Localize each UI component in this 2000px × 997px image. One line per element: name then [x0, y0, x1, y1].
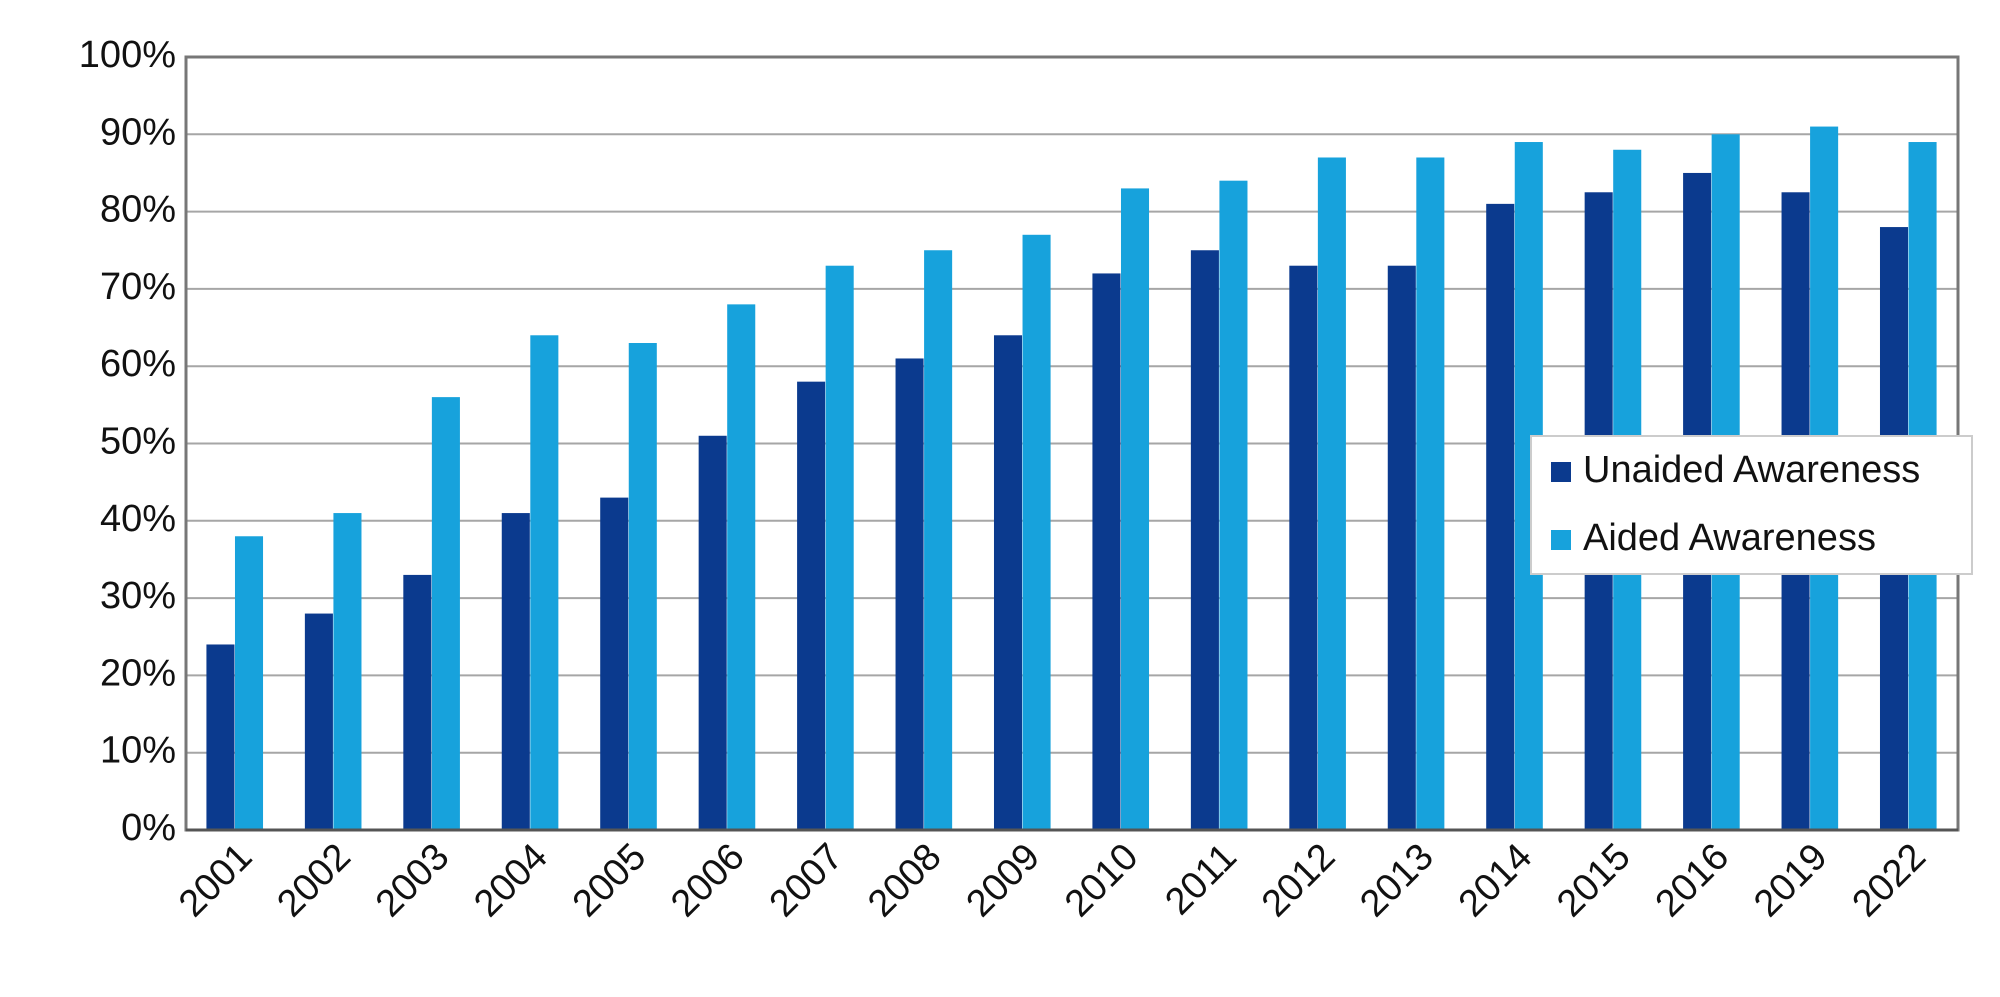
y-tick-label: 20% [100, 652, 176, 694]
bar [698, 435, 727, 830]
x-tick-label: 2002 [269, 836, 358, 925]
y-tick-label: 100% [79, 34, 176, 76]
x-tick-label: 2006 [663, 836, 752, 925]
y-tick-label: 40% [100, 498, 176, 540]
bar [1486, 203, 1515, 830]
bar [431, 397, 460, 830]
bar [727, 304, 756, 830]
bar [1219, 180, 1248, 830]
bar [1190, 250, 1219, 830]
bar [333, 513, 362, 830]
x-tick-label: 2013 [1352, 836, 1441, 925]
x-tick-label: 2003 [368, 836, 457, 925]
bar [628, 343, 657, 830]
y-tick-label: 50% [100, 421, 176, 463]
y-tick-label: 80% [100, 189, 176, 231]
x-tick-label: 2022 [1845, 836, 1934, 925]
x-tick-label: 2019 [1746, 836, 1835, 925]
bar [234, 536, 264, 830]
x-tick-label: 2005 [565, 836, 654, 925]
x-tick-label: 2010 [1057, 836, 1146, 925]
bar [1416, 157, 1445, 831]
y-tick-label: 70% [100, 266, 176, 308]
bar [206, 644, 235, 830]
bar [1289, 265, 1318, 831]
y-tick-label: 90% [100, 111, 176, 153]
legend-label: Aided Awareness [1583, 517, 1876, 559]
legend-swatch [1551, 530, 1571, 550]
x-tick-label: 2012 [1254, 836, 1343, 925]
bar [825, 265, 854, 831]
bar [403, 574, 432, 830]
x-tick-label: 2014 [1451, 836, 1540, 925]
bar [797, 381, 826, 830]
bar [600, 497, 629, 830]
x-tick-label: 2016 [1648, 836, 1737, 925]
bar [993, 335, 1023, 830]
legend-label: Unaided Awareness [1583, 449, 1920, 491]
bar [1120, 188, 1150, 830]
x-tick-label: 2015 [1549, 836, 1638, 925]
x-tick-label: 2011 [1157, 836, 1244, 923]
bar [1387, 265, 1416, 831]
x-tick-label: 2001 [171, 836, 260, 925]
bar [895, 358, 924, 830]
y-tick-label: 10% [100, 730, 176, 772]
x-tick-label: 2004 [466, 836, 555, 925]
bar [1022, 234, 1051, 831]
legend-box [1530, 435, 1973, 575]
x-tick-label: 2007 [762, 836, 851, 925]
legend-swatch [1551, 462, 1571, 482]
bar [501, 513, 530, 830]
bar [1317, 157, 1346, 831]
y-tick-label: 30% [100, 575, 176, 617]
y-tick-label: 0% [121, 807, 176, 849]
x-tick-label: 2008 [860, 836, 949, 925]
bar [1092, 273, 1121, 830]
bar [530, 335, 559, 830]
bar [304, 613, 333, 830]
bar [924, 250, 953, 830]
x-tick-label: 2009 [959, 836, 1048, 925]
y-tick-label: 60% [100, 343, 176, 385]
